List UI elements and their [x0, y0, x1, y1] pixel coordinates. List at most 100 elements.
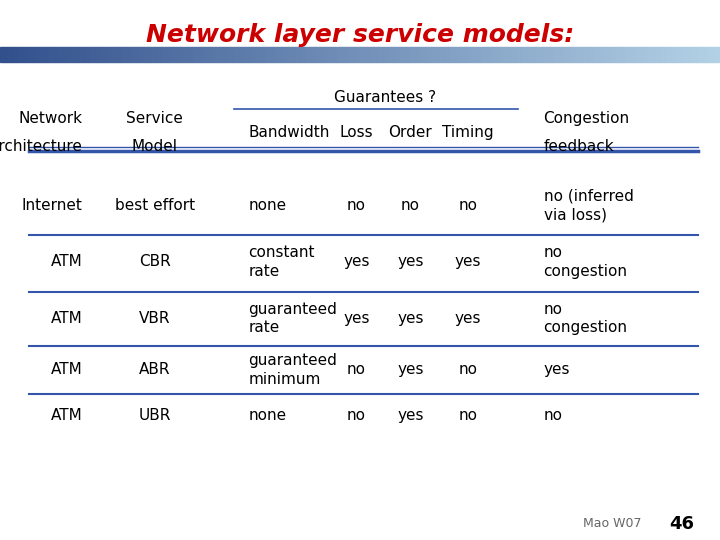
- Bar: [331, 47, 335, 62]
- Bar: [61, 47, 65, 62]
- Bar: [407, 47, 410, 62]
- Bar: [173, 47, 176, 62]
- Bar: [389, 47, 392, 62]
- Bar: [43, 47, 47, 62]
- Bar: [266, 47, 270, 62]
- Bar: [7, 47, 11, 62]
- Bar: [40, 47, 43, 62]
- Bar: [572, 47, 576, 62]
- Bar: [292, 47, 295, 62]
- Bar: [684, 47, 688, 62]
- Bar: [119, 47, 122, 62]
- Bar: [612, 47, 616, 62]
- Bar: [158, 47, 162, 62]
- Bar: [428, 47, 432, 62]
- Bar: [518, 47, 522, 62]
- Bar: [688, 47, 691, 62]
- Bar: [533, 47, 536, 62]
- Bar: [259, 47, 263, 62]
- Bar: [486, 47, 490, 62]
- Bar: [245, 47, 248, 62]
- Text: Loss: Loss: [340, 125, 373, 140]
- Bar: [648, 47, 652, 62]
- Text: yes: yes: [397, 311, 423, 326]
- Bar: [176, 47, 180, 62]
- Text: no: no: [347, 362, 366, 377]
- Bar: [65, 47, 68, 62]
- Bar: [472, 47, 475, 62]
- Text: Timing: Timing: [442, 125, 494, 140]
- Bar: [151, 47, 155, 62]
- Bar: [626, 47, 630, 62]
- Bar: [418, 47, 421, 62]
- Bar: [414, 47, 418, 62]
- Bar: [583, 47, 587, 62]
- Bar: [256, 47, 259, 62]
- Bar: [209, 47, 212, 62]
- Bar: [493, 47, 497, 62]
- Text: UBR: UBR: [139, 408, 171, 423]
- Bar: [68, 47, 72, 62]
- Bar: [342, 47, 346, 62]
- Bar: [490, 47, 493, 62]
- Bar: [587, 47, 590, 62]
- Bar: [133, 47, 137, 62]
- Bar: [223, 47, 227, 62]
- Text: ATM: ATM: [51, 408, 83, 423]
- Bar: [338, 47, 342, 62]
- Bar: [482, 47, 486, 62]
- Bar: [155, 47, 158, 62]
- Bar: [205, 47, 209, 62]
- Bar: [500, 47, 504, 62]
- Text: no: no: [459, 362, 477, 377]
- Text: yes: yes: [544, 362, 570, 377]
- Bar: [497, 47, 500, 62]
- Bar: [18, 47, 22, 62]
- Bar: [396, 47, 400, 62]
- Bar: [25, 47, 29, 62]
- Bar: [306, 47, 310, 62]
- Bar: [655, 47, 659, 62]
- Text: Architecture: Architecture: [0, 139, 83, 154]
- Text: Congestion: Congestion: [544, 111, 630, 126]
- Bar: [540, 47, 544, 62]
- Bar: [594, 47, 598, 62]
- Bar: [234, 47, 238, 62]
- Bar: [86, 47, 90, 62]
- Bar: [349, 47, 353, 62]
- Bar: [295, 47, 299, 62]
- Bar: [371, 47, 374, 62]
- Text: constant
rate: constant rate: [248, 245, 315, 279]
- Bar: [346, 47, 349, 62]
- Text: no: no: [401, 198, 420, 213]
- Bar: [198, 47, 202, 62]
- Text: ATM: ATM: [51, 311, 83, 326]
- Text: Network layer service models:: Network layer service models:: [146, 23, 574, 47]
- Text: no: no: [459, 198, 477, 213]
- Bar: [22, 47, 25, 62]
- Bar: [526, 47, 529, 62]
- Bar: [47, 47, 50, 62]
- Bar: [324, 47, 328, 62]
- Bar: [662, 47, 666, 62]
- Bar: [180, 47, 184, 62]
- Bar: [450, 47, 454, 62]
- Bar: [0, 47, 4, 62]
- Bar: [220, 47, 223, 62]
- Bar: [137, 47, 140, 62]
- Bar: [382, 47, 385, 62]
- Bar: [446, 47, 450, 62]
- Bar: [126, 47, 130, 62]
- Bar: [400, 47, 403, 62]
- Bar: [601, 47, 605, 62]
- Bar: [162, 47, 166, 62]
- Bar: [58, 47, 61, 62]
- Bar: [94, 47, 97, 62]
- Text: guaranteed
minimum: guaranteed minimum: [248, 353, 337, 387]
- Text: Mao W07: Mao W07: [583, 517, 642, 530]
- Bar: [104, 47, 108, 62]
- Bar: [515, 47, 518, 62]
- Bar: [569, 47, 572, 62]
- Text: no: no: [544, 408, 562, 423]
- Bar: [421, 47, 425, 62]
